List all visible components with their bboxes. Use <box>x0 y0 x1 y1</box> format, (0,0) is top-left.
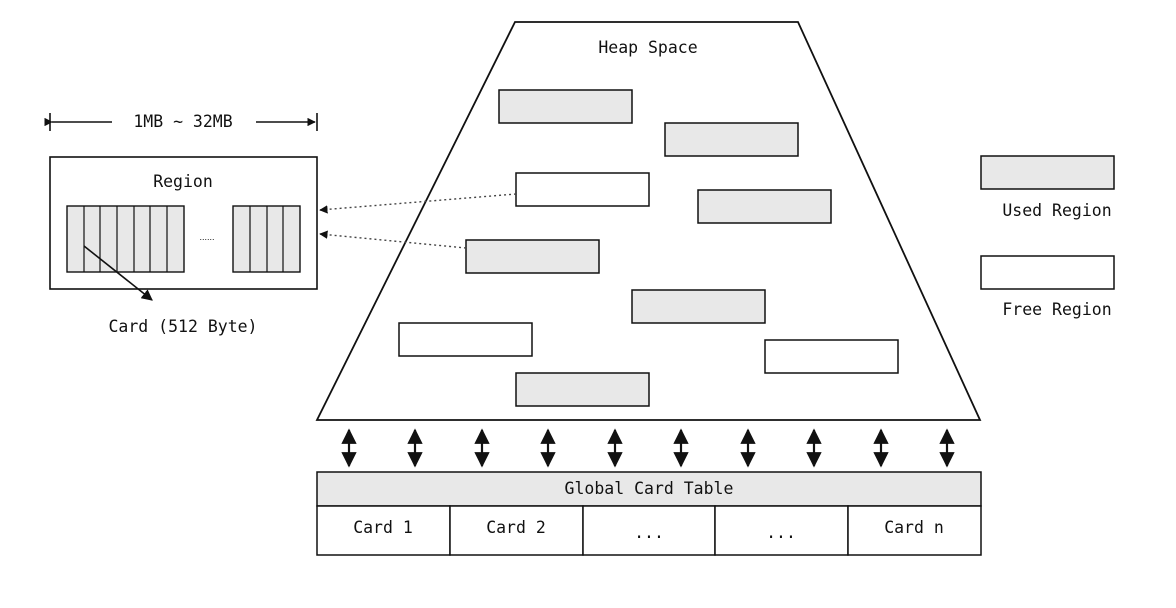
used-region-block <box>498 89 633 124</box>
free-region-block <box>515 172 650 207</box>
free-region-block <box>398 322 533 357</box>
region-title: Region <box>153 172 213 191</box>
heap-space-title: Heap Space <box>598 38 697 57</box>
region-cards-right <box>232 205 301 273</box>
card-cell <box>449 505 584 556</box>
region-ellipsis: ...... <box>199 232 214 242</box>
used-region-block <box>697 189 832 224</box>
card-cell-label: Card 2 <box>486 518 546 537</box>
double-arrows <box>341 428 955 468</box>
used-region-block <box>465 239 600 274</box>
region-size-label: 1MB ~ 32MB <box>133 112 232 131</box>
region-cards-left <box>66 205 185 273</box>
used-region-block <box>515 372 650 407</box>
card-cell <box>847 505 982 556</box>
free-region-block <box>764 339 899 374</box>
card-cell-label: ... <box>766 523 796 542</box>
legend-used-swatch <box>980 155 1115 190</box>
used-region-block <box>664 122 799 157</box>
heap-regions <box>398 89 899 407</box>
legend-used-label: Used Region <box>1002 201 1111 220</box>
legend-free-swatch <box>980 255 1115 290</box>
legend-free-label: Free Region <box>1002 300 1111 319</box>
card-cell <box>714 505 849 556</box>
heap-space-trapezoid <box>315 21 982 421</box>
card-cell <box>316 505 451 556</box>
card-cell-label: Card n <box>884 518 944 537</box>
card-table-header <box>316 471 982 507</box>
card-cell <box>582 505 716 556</box>
card-cell-label: Card 1 <box>353 518 413 537</box>
card-table-row <box>316 505 982 556</box>
card-table-title: Global Card Table <box>565 479 734 498</box>
card-pointer-arrow <box>83 245 153 301</box>
used-region-block <box>631 289 766 324</box>
region-size-dimension <box>44 113 318 131</box>
card-size-label: Card (512 Byte) <box>108 317 257 336</box>
card-cell-label: ... <box>634 523 664 542</box>
